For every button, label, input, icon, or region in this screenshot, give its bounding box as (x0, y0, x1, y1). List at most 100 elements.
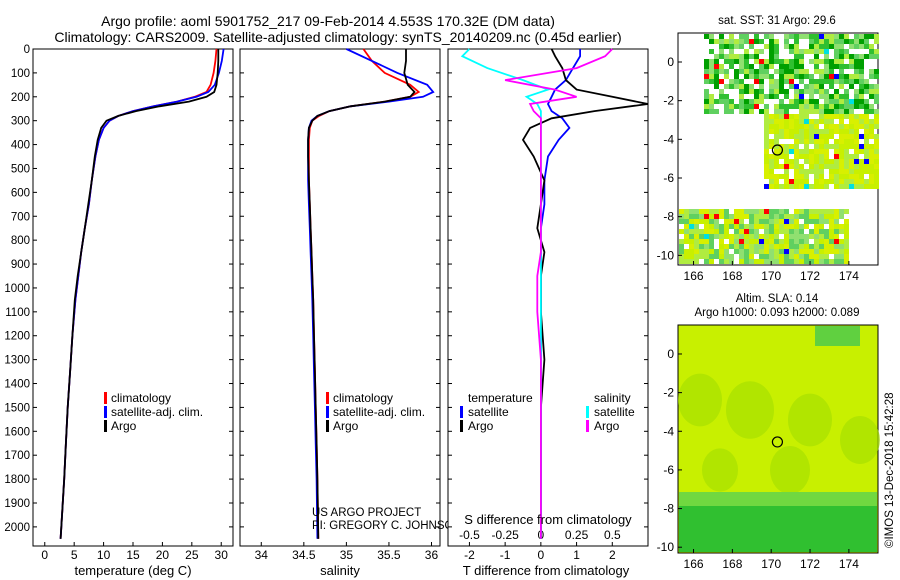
sst-cell (814, 259, 819, 264)
sst-cell (844, 209, 849, 214)
sst-cell (699, 219, 704, 224)
sla-anomaly-blob (840, 416, 880, 464)
sst-cell (769, 119, 774, 124)
lon-tick-label: 174 (839, 557, 859, 571)
sst-cell (844, 159, 849, 164)
sst-cell (864, 114, 869, 119)
sst-cell (834, 99, 839, 104)
sst-cell (769, 114, 774, 119)
sst-cell (724, 249, 729, 254)
sst-cell (794, 84, 799, 89)
sst-cell (719, 34, 724, 39)
sst-cell (764, 254, 769, 259)
sst-cell (724, 229, 729, 234)
sst-cell (799, 69, 804, 74)
sst-cell (809, 109, 814, 114)
sst-cell (819, 74, 824, 79)
sst-cell (819, 259, 824, 264)
sst-cell (864, 89, 869, 94)
sst-cell (739, 39, 744, 44)
sst-cell (769, 39, 774, 44)
sst-cell (704, 74, 709, 79)
sst-cell (799, 129, 804, 134)
sst-cell (759, 69, 764, 74)
imos-timestamp: ©IMOS 13-Dec-2018 15:42:28 (884, 392, 896, 548)
sst-cell (844, 224, 849, 229)
sst-cell (799, 124, 804, 129)
sst-cell (724, 69, 729, 74)
sst-cell (774, 104, 779, 109)
sst-cell (779, 254, 784, 259)
sst-cell (794, 99, 799, 104)
sst-cell (849, 169, 854, 174)
sst-cell (859, 104, 864, 109)
sst-cell (704, 234, 709, 239)
sst-cell (714, 54, 719, 59)
sst-cell (779, 84, 784, 89)
sst-map-panel: sat. SST: 31 Argo: 29.6 166 168 170 172 174 0… (657, 15, 879, 283)
sst-cell (714, 69, 719, 74)
sst-cell (739, 234, 744, 239)
sst-cell (824, 44, 829, 49)
sst-cell (829, 39, 834, 44)
sst-cell (794, 49, 799, 54)
sst-cell (704, 89, 709, 94)
sst-cell (799, 224, 804, 229)
sst-cell (819, 39, 824, 44)
sst-cell (729, 254, 734, 259)
sst-cell (729, 214, 734, 219)
sst-cell (849, 99, 854, 104)
sst-cell (819, 159, 824, 164)
sst-cell (819, 104, 824, 109)
sst-cell (724, 209, 729, 214)
sst-cell (739, 209, 744, 214)
sst-cell (749, 239, 754, 244)
sst-cell (859, 124, 864, 129)
legend-swatch-argo (326, 420, 329, 432)
sst-cell (789, 164, 794, 169)
sst-cell (709, 229, 714, 234)
sst-cell (744, 74, 749, 79)
sst-cell (794, 179, 799, 184)
sst-cell (869, 44, 874, 49)
sst-cell (759, 244, 764, 249)
sst-cell (834, 159, 839, 164)
sst-cell (829, 84, 834, 89)
sst-cell (844, 124, 849, 129)
sst-cell (814, 239, 819, 244)
sst-cell (709, 34, 714, 39)
legend-swatch-sal-satellite (586, 406, 589, 418)
sst-cell (784, 239, 789, 244)
sst-cell (754, 249, 759, 254)
sst-cell (819, 89, 824, 94)
sst-cell (874, 154, 879, 159)
sst-cell (724, 84, 729, 89)
sst-cell (849, 119, 854, 124)
sst-cell (739, 249, 744, 254)
sst-cell (749, 234, 754, 239)
sst-cell (829, 169, 834, 174)
sst-cell (724, 214, 729, 219)
sst-cell (859, 149, 864, 154)
sst-cell (729, 224, 734, 229)
sst-cell (819, 244, 824, 249)
depth-tick-label: 500 (11, 163, 30, 175)
sst-cell (709, 224, 714, 229)
x-tick-label: 1 (573, 548, 580, 562)
sst-cell (864, 109, 869, 114)
sla-profile-marker (771, 436, 784, 448)
sst-cell (724, 259, 729, 264)
sst-cell (864, 139, 869, 144)
lon-tick-label: 166 (684, 557, 704, 571)
sst-cell (784, 79, 789, 84)
sst-cell (824, 259, 829, 264)
sst-cell (794, 239, 799, 244)
sst-cell (854, 119, 859, 124)
sst-cell (854, 59, 859, 64)
sst-cell (764, 229, 769, 234)
sst-cell (844, 179, 849, 184)
sst-cell (794, 259, 799, 264)
sst-cell (769, 234, 774, 239)
sst-cell (709, 99, 714, 104)
sst-cell (794, 119, 799, 124)
